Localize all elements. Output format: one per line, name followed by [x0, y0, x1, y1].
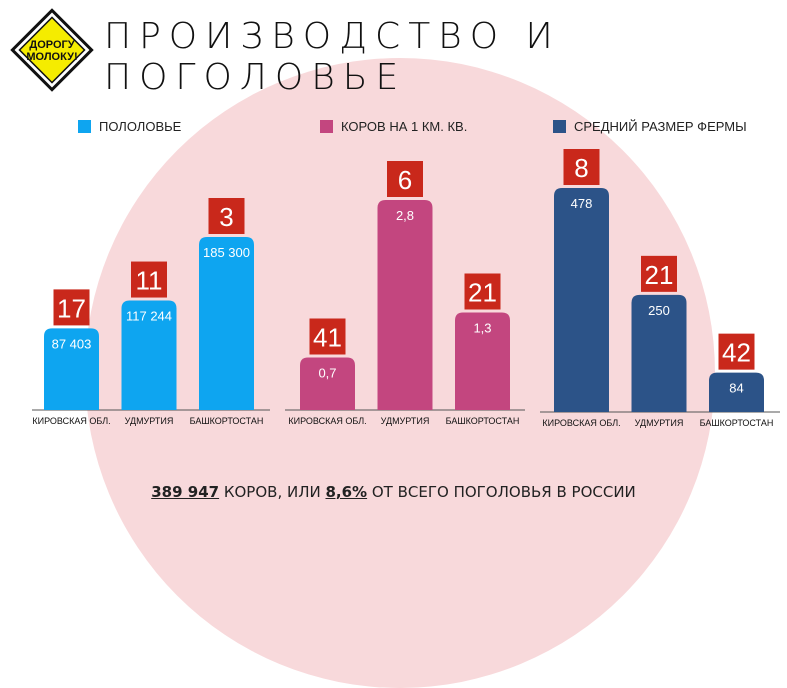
legend-item-3: СРЕДНИЙ РАЗМЕР ФЕРМЫ [553, 119, 747, 134]
category-label: БАШКОРТОСТАН [190, 416, 264, 426]
rank-badge [563, 149, 600, 185]
rank-badge [309, 318, 346, 355]
bar [199, 237, 254, 410]
bar [554, 188, 609, 412]
legend-swatch [320, 120, 333, 133]
rank-label: 21 [645, 260, 674, 290]
category-label: БАШКОРТОСТАН [700, 418, 774, 428]
rank-label: 17 [57, 293, 86, 323]
rank-badge [464, 273, 501, 310]
bar-value-label: 0,7 [318, 366, 336, 381]
bar [377, 200, 433, 410]
rank-label: 41 [313, 323, 342, 353]
footer-count: 389 947 [151, 483, 220, 501]
logo: ДОРОГУ МОЛОКУ! [10, 8, 94, 92]
bar-value-label: 2,8 [396, 208, 414, 223]
category-label: КИРОВСКАЯ ОБЛ. [288, 416, 366, 426]
rank-badge [131, 261, 167, 298]
footer-text: ОТ ВСЕГО ПОГОЛОВЬЯ В РОССИИ [367, 483, 636, 501]
bar [44, 328, 99, 410]
rank-label: 42 [722, 338, 751, 368]
legend-label: ПОЛОЛОВЬЕ [99, 119, 182, 134]
rank-badge [53, 289, 90, 326]
category-label: КИРОВСКАЯ ОБЛ. [32, 416, 110, 426]
bar [631, 294, 687, 412]
category-label: УДМУРТИЯ [381, 416, 430, 426]
bar-value-label: 117 244 [126, 309, 172, 324]
bar-value-label: 87 403 [52, 336, 92, 351]
bar [709, 372, 764, 412]
rank-label: 11 [136, 266, 163, 296]
bar-charts: 87 403 17 КИРОВСКАЯ ОБЛ. 117 244 11 УДМУРТИЯ 1… [32, 149, 780, 428]
footer-summary: 389 947 КОРОВ, ИЛИ 8,6% ОТ ВСЕГО ПОГОЛОВ… [0, 483, 787, 501]
legend-item-1: ПОЛОЛОВЬЕ [78, 119, 181, 134]
legend-swatch [78, 120, 91, 133]
bar-value-label: 84 [729, 381, 743, 396]
category-label: УДМУРТИЯ [125, 416, 174, 426]
logo-line1: ДОРОГУ [29, 39, 74, 51]
page-title: ПРОИЗВОДСТВО И ПОГОЛОВЬЕ [104, 16, 561, 98]
legend-swatch [553, 120, 566, 133]
legend-item-2: КОРОВ НА 1 КМ. КВ. [320, 119, 467, 134]
rank-badge [641, 255, 677, 292]
bar [121, 300, 177, 410]
logo-line2: МОЛОКУ! [26, 51, 77, 63]
rank-badge [718, 333, 755, 370]
rank-label: 6 [398, 165, 412, 195]
rank-badge [387, 161, 423, 197]
bar-value-label: 185 300 [203, 245, 250, 260]
category-label: УДМУРТИЯ [635, 418, 684, 428]
legend-label: КОРОВ НА 1 КМ. КВ. [341, 119, 468, 134]
category-label: БАШКОРТОСТАН [446, 416, 520, 426]
bar [300, 357, 355, 410]
footer-text: КОРОВ, ИЛИ [219, 483, 326, 501]
bar [455, 312, 510, 410]
bar-value-label: 250 [648, 303, 670, 318]
rank-label: 3 [219, 202, 233, 232]
rank-label: 21 [468, 278, 497, 308]
legend-label: СРЕДНИЙ РАЗМЕР ФЕРМЫ [574, 119, 747, 134]
bar-value-label: 478 [571, 196, 593, 211]
category-label: КИРОВСКАЯ ОБЛ. [542, 418, 620, 428]
footer-percent: 8,6% [325, 483, 368, 501]
bar-value-label: 1,3 [473, 321, 491, 336]
rank-label: 8 [574, 153, 588, 183]
rank-badge [208, 198, 245, 234]
